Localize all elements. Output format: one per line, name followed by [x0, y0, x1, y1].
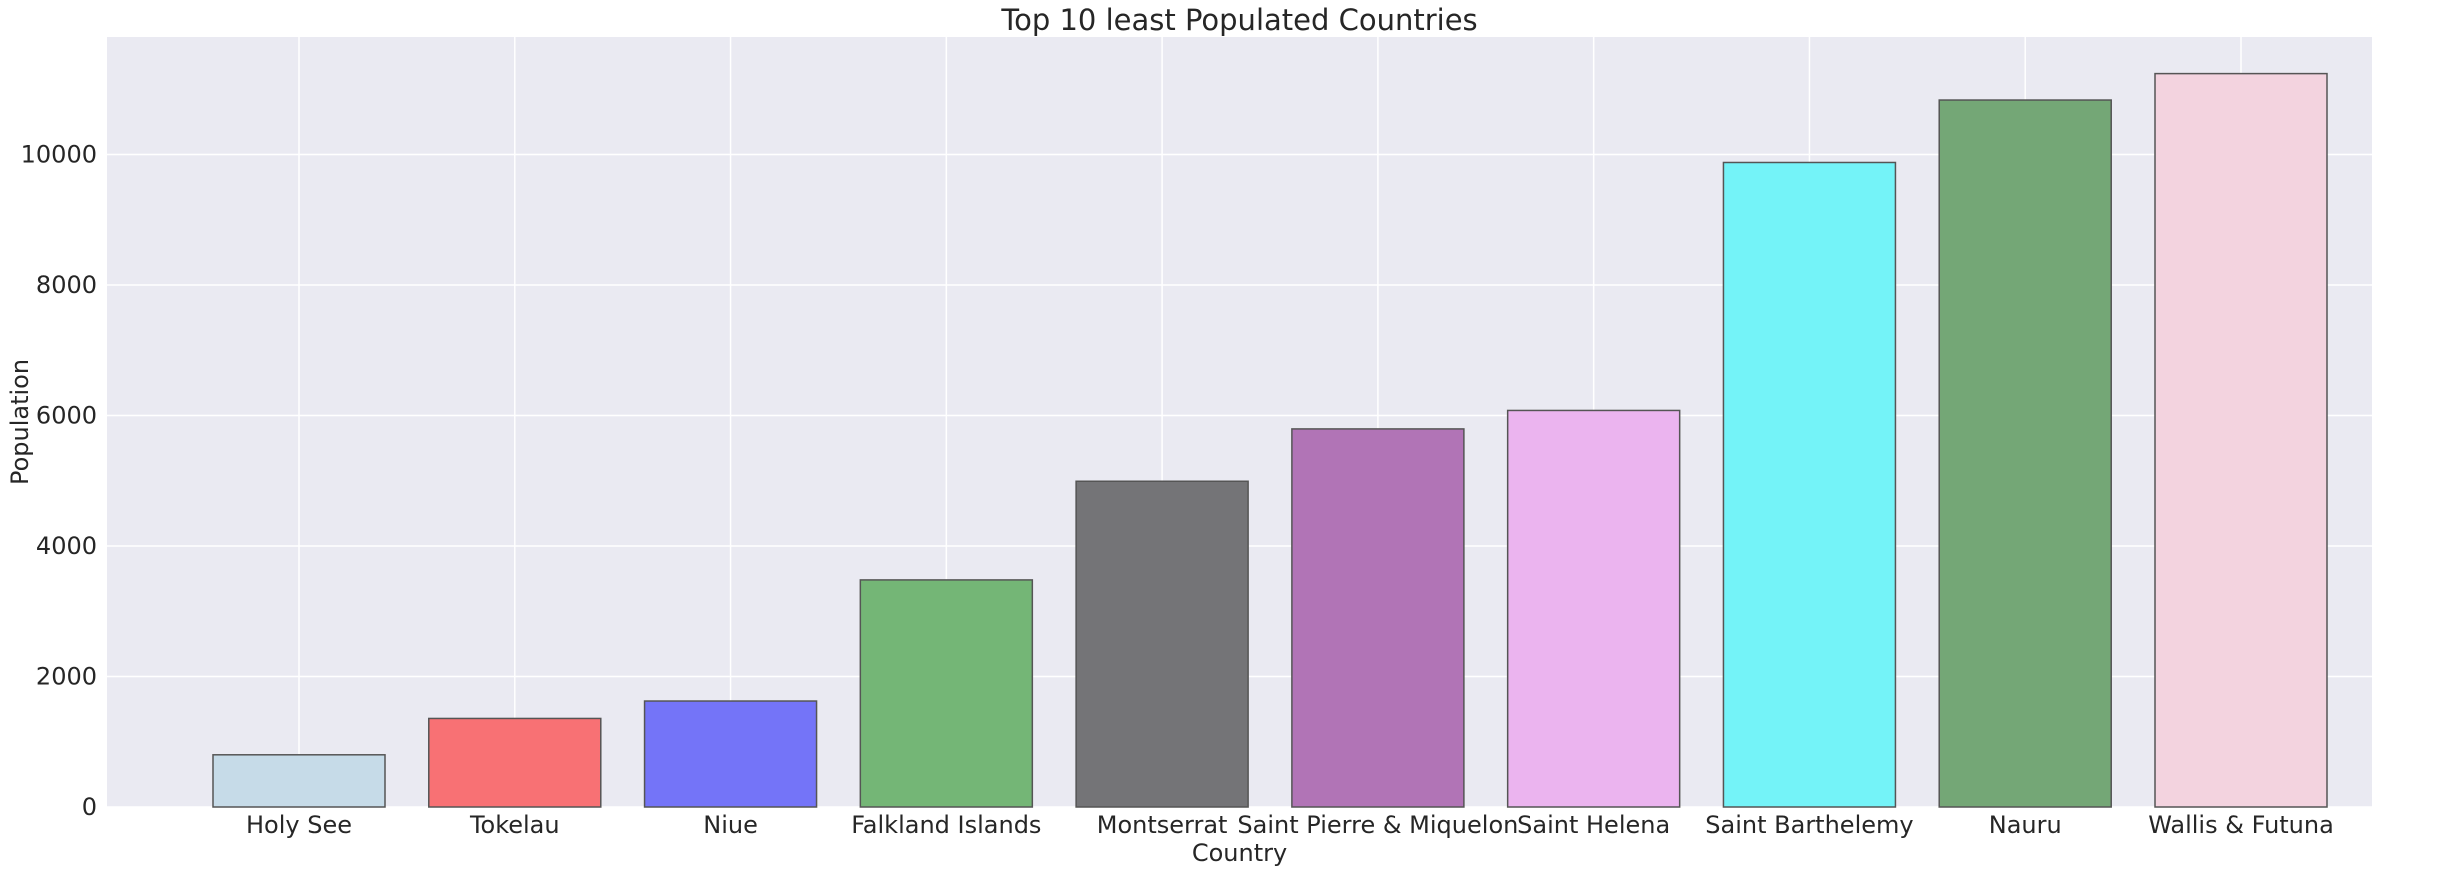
bar-saint-helena [1506, 409, 1681, 808]
bar-saint-pierre-miquelon [1291, 428, 1465, 808]
y-tick-label: 10000 [21, 140, 97, 168]
bar-saint-barthelemy [1722, 161, 1897, 808]
bar-niue [643, 700, 818, 808]
x-tick-label: Falkland Islands [851, 811, 1041, 839]
bar-montserrat [1075, 480, 1249, 808]
y-tick-label: 2000 [36, 662, 97, 690]
bars [212, 72, 2328, 808]
x-tick-label: Nauru [1989, 811, 2062, 839]
y-tick-label: 4000 [36, 532, 97, 560]
x-tick-label: Montserrat [1097, 811, 1228, 839]
x-axis-ticks: Holy See Tokelau Niue Falkland Islands Monts… [246, 811, 2334, 839]
bar-falkland-islands [859, 579, 1034, 808]
y-tick-label: 8000 [36, 271, 97, 299]
x-tick-label: Saint Helena [1517, 811, 1670, 839]
x-axis-label: Country [1192, 839, 1287, 867]
bar-tokelau [428, 717, 602, 808]
x-tick-label: Wallis & Futuna [2148, 811, 2334, 839]
bar-nauru [1938, 99, 2112, 808]
x-tick-label: Niue [703, 811, 758, 839]
y-tick-label: 0 [82, 793, 97, 821]
bar-wallis-futuna [2154, 72, 2328, 808]
y-axis-ticks: 0 2000 4000 6000 8000 10000 [21, 140, 97, 821]
x-tick-label: Holy See [246, 811, 352, 839]
x-tick-label: Saint Pierre & Miquelon [1237, 811, 1518, 839]
chart-title: Top 10 least Populated Countries [1000, 3, 1477, 37]
y-axis-label: Population [6, 359, 34, 485]
bar-holy-see [212, 754, 386, 808]
x-tick-label: Saint Barthelemy [1705, 811, 1913, 839]
x-tick-label: Tokelau [469, 811, 560, 839]
y-tick-label: 6000 [36, 401, 97, 429]
